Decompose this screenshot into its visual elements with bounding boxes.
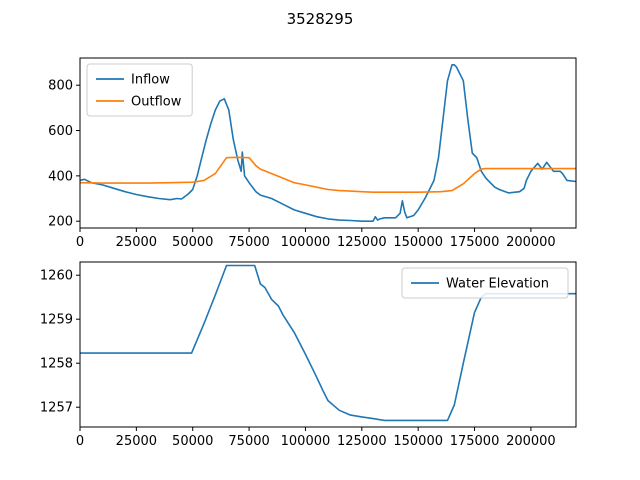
x-tick-label: 200000 bbox=[506, 235, 556, 250]
bottom-axes-water-elevation: 0 25000 50000 75000 100000 125000 150000 175000… bbox=[40, 261, 577, 449]
y-tick-label: 400 bbox=[48, 169, 73, 184]
x-tick-label: 0 bbox=[76, 235, 84, 250]
x-tick-label: 175000 bbox=[450, 235, 500, 250]
x-tick-label: 25000 bbox=[116, 434, 157, 449]
figure-title: 3528295 bbox=[287, 10, 354, 28]
legend: Inflow Outflow bbox=[86, 63, 193, 117]
x-tick-label: 125000 bbox=[337, 235, 387, 250]
y-tick-label: 1260 bbox=[40, 269, 73, 284]
x-tick-label: 100000 bbox=[281, 235, 331, 250]
y-tick-label: 200 bbox=[48, 215, 73, 230]
x-tick-label: 100000 bbox=[281, 434, 331, 449]
legend-label: Outflow bbox=[131, 95, 182, 110]
axes-frame bbox=[79, 57, 577, 229]
x-tick-label: 25000 bbox=[116, 235, 157, 250]
x-tick-label: 50000 bbox=[172, 235, 213, 250]
legend-box bbox=[401, 267, 569, 299]
axes-frame bbox=[79, 261, 577, 428]
series-line-water-elevation bbox=[80, 264, 576, 422]
series-line-inflow bbox=[79, 64, 577, 222]
legend: Water Elevation bbox=[401, 267, 569, 299]
y-tick-label: 1258 bbox=[40, 357, 73, 372]
x-tick-label: 50000 bbox=[172, 434, 213, 449]
top-axes-inflow-outflow: 0 25000 50000 75000 100000 125000 150000 175000… bbox=[48, 57, 577, 250]
y-tick-label: 1257 bbox=[40, 401, 73, 416]
legend-label: Inflow bbox=[131, 73, 170, 88]
series-line-outflow bbox=[79, 156, 576, 193]
x-tick-label: 200000 bbox=[506, 434, 556, 449]
x-tick-label: 175000 bbox=[450, 434, 500, 449]
x-tick-label: 150000 bbox=[393, 235, 443, 250]
y-tick-label: 1259 bbox=[40, 313, 73, 328]
x-tick-label: 125000 bbox=[337, 434, 387, 449]
y-tick-label: 600 bbox=[48, 124, 73, 139]
x-tick-label: 75000 bbox=[228, 434, 269, 449]
x-tick-label: 150000 bbox=[393, 434, 443, 449]
x-tick-label: 0 bbox=[76, 434, 84, 449]
x-tick-label: 75000 bbox=[228, 235, 269, 250]
legend-box bbox=[86, 63, 193, 117]
legend-label: Water Elevation bbox=[446, 277, 549, 292]
y-tick-label: 800 bbox=[48, 79, 73, 94]
